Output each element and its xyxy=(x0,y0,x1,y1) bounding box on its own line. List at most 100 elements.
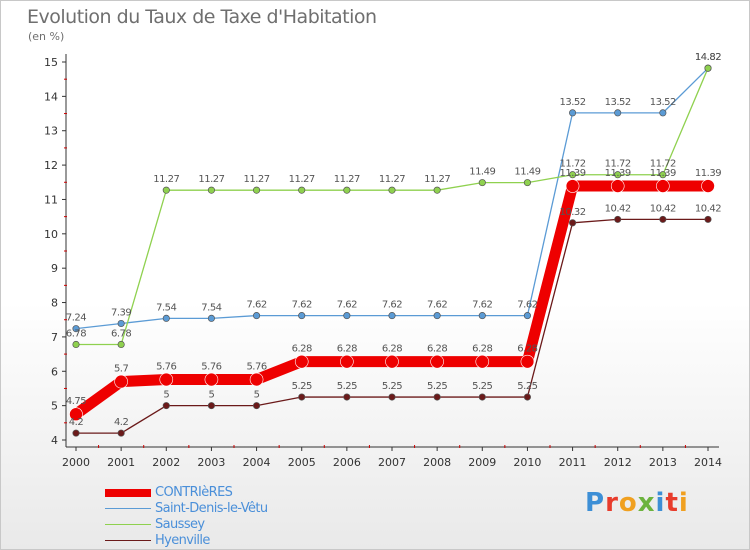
data-point-3 xyxy=(298,393,306,401)
data-point-1 xyxy=(614,109,622,117)
data-point-0 xyxy=(114,374,128,389)
x-tick-label: 2011 xyxy=(559,456,587,469)
x-tick-label: 2009 xyxy=(468,456,496,469)
data-label-3: 5 xyxy=(254,390,260,401)
x-tick-label: 2010 xyxy=(513,456,541,469)
data-point-3 xyxy=(72,429,80,437)
data-point-2 xyxy=(433,186,441,194)
y-tick-label: 6 xyxy=(51,365,58,378)
data-label-2: 11.27 xyxy=(289,174,315,185)
data-point-3 xyxy=(478,393,486,401)
x-tick-label: 2007 xyxy=(378,456,406,469)
data-label-3: 5 xyxy=(163,390,169,401)
data-point-1 xyxy=(388,312,396,320)
data-point-1 xyxy=(343,312,351,320)
data-point-2 xyxy=(117,340,125,349)
data-point-1 xyxy=(523,312,531,320)
y-tick-label: 5 xyxy=(51,400,58,413)
data-label-0: 5.76 xyxy=(201,362,221,373)
data-point-2 xyxy=(478,179,486,187)
data-label-3: 10.42 xyxy=(695,203,721,214)
x-tick-label: 2000 xyxy=(62,456,90,469)
data-label-2: 11.27 xyxy=(153,174,179,185)
data-point-2 xyxy=(253,186,261,194)
data-label-3: 4.2 xyxy=(69,417,84,428)
data-label-1: 7.62 xyxy=(337,300,357,311)
data-point-2 xyxy=(614,171,622,179)
data-point-2 xyxy=(162,186,170,194)
data-label-0: 11.39 xyxy=(605,168,631,179)
data-label-1: 7.62 xyxy=(382,300,402,311)
x-tick-label: 2005 xyxy=(288,456,316,469)
data-label-1: 7.54 xyxy=(201,302,221,313)
data-point-0 xyxy=(340,354,354,369)
data-label-1: 14.82 xyxy=(695,52,721,63)
data-label-0: 6.28 xyxy=(292,344,312,355)
y-tick-label: 14 xyxy=(44,90,58,103)
x-tick-label: 2013 xyxy=(649,456,677,469)
data-label-1: 7.62 xyxy=(427,300,447,311)
data-label-2: 11.27 xyxy=(334,174,360,185)
data-point-0 xyxy=(430,354,444,369)
data-point-0 xyxy=(656,179,670,193)
logo-letter: i xyxy=(678,488,689,518)
data-label-1: 7.62 xyxy=(246,300,266,311)
data-label-3: 10.42 xyxy=(650,203,676,214)
data-label-3: 10.32 xyxy=(560,207,586,218)
data-label-1: 7.62 xyxy=(292,300,312,311)
y-tick-label: 11 xyxy=(44,193,58,206)
data-point-3 xyxy=(433,393,441,401)
x-tick-label: 2001 xyxy=(107,456,135,469)
data-point-1 xyxy=(207,314,215,322)
data-label-0: 6.28 xyxy=(472,344,492,355)
data-label-2: 11.27 xyxy=(379,174,405,185)
data-point-0 xyxy=(294,354,309,369)
data-label-2: 11.49 xyxy=(469,167,495,178)
y-tick-label: 12 xyxy=(44,159,58,172)
data-label-1: 7.62 xyxy=(517,300,537,311)
data-point-3 xyxy=(117,429,125,437)
data-label-3: 5.25 xyxy=(337,381,357,392)
x-tick-label: 2012 xyxy=(604,456,632,469)
data-point-1 xyxy=(569,109,577,117)
logo-letter: x xyxy=(637,488,656,518)
y-tick-label: 4 xyxy=(51,434,58,447)
data-label-1: 7.24 xyxy=(66,313,86,324)
data-point-2 xyxy=(298,186,306,194)
legend-label-saussey: Saussey xyxy=(155,517,205,532)
data-label-2: 11.27 xyxy=(244,174,270,185)
data-point-0 xyxy=(475,354,490,369)
data-point-3 xyxy=(523,393,531,401)
proxiti-logo: Proxiti xyxy=(585,488,689,518)
data-label-3: 5.25 xyxy=(517,381,537,392)
data-point-0 xyxy=(520,354,535,369)
data-point-0 xyxy=(701,179,715,193)
y-tick-label: 13 xyxy=(44,125,58,138)
data-label-3: 5.25 xyxy=(472,381,492,392)
series-line-3 xyxy=(75,218,709,434)
data-label-3: 5 xyxy=(208,390,214,401)
data-point-2 xyxy=(207,186,215,194)
data-point-3 xyxy=(253,402,261,410)
data-label-0: 11.39 xyxy=(560,168,586,179)
data-label-0: 11.39 xyxy=(650,168,676,179)
data-label-3: 10.42 xyxy=(605,203,631,214)
logo-letter: r xyxy=(605,488,619,518)
data-point-3 xyxy=(659,215,667,223)
data-point-1 xyxy=(659,109,667,117)
data-point-0 xyxy=(204,372,219,387)
data-point-3 xyxy=(162,402,170,410)
data-point-1 xyxy=(72,325,80,333)
data-label-1: 7.54 xyxy=(156,302,176,313)
data-label-1: 13.52 xyxy=(605,97,631,108)
data-label-3: 5.25 xyxy=(292,381,312,392)
data-point-0 xyxy=(610,179,625,193)
data-label-0: 6.28 xyxy=(427,344,447,355)
data-label-3: 5.25 xyxy=(382,381,402,392)
data-label-1: 7.62 xyxy=(472,300,492,311)
data-point-0 xyxy=(385,354,399,369)
data-point-3 xyxy=(614,215,622,223)
data-label-2: 11.72 xyxy=(650,159,676,170)
x-tick-label: 2002 xyxy=(152,456,180,469)
